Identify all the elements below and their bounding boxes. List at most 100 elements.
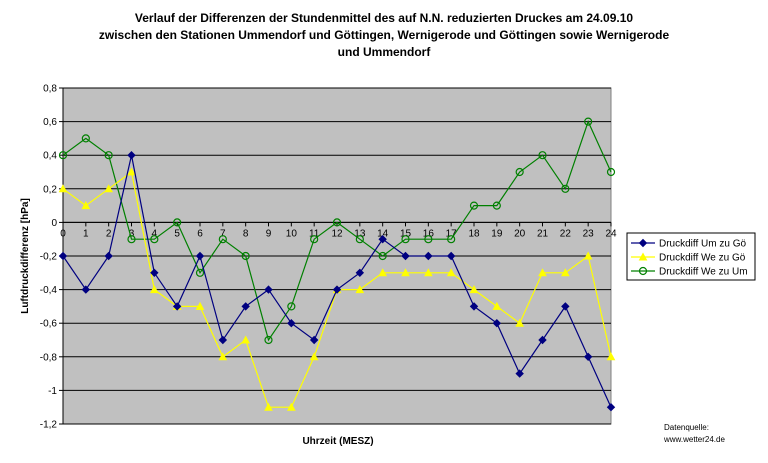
data-point xyxy=(378,234,387,244)
x-tick-label: 5 xyxy=(174,228,180,239)
data-point xyxy=(515,167,524,177)
data-point xyxy=(355,268,365,278)
data-point xyxy=(401,251,410,261)
series-group xyxy=(58,117,616,412)
y-tick-label: -0,6 xyxy=(40,319,58,330)
x-tick-label: 14 xyxy=(377,228,389,239)
x-tick-label: 9 xyxy=(266,228,272,239)
data-point xyxy=(469,302,479,311)
x-tick-label: 19 xyxy=(491,228,503,239)
data-point xyxy=(423,268,433,277)
data-point xyxy=(58,184,68,193)
x-tick-label: 1 xyxy=(83,228,89,239)
data-point xyxy=(538,151,547,160)
data-point xyxy=(561,184,570,193)
legend-marker xyxy=(638,238,648,248)
chart-title: Verlauf der Differenzen der Stundenmitte… xyxy=(99,11,670,59)
data-point xyxy=(515,369,524,378)
data-point xyxy=(401,235,410,244)
data-point xyxy=(264,402,273,411)
x-tick-label: 8 xyxy=(243,228,249,239)
data-point xyxy=(583,251,593,260)
data-point xyxy=(332,285,342,294)
x-tick-label: 16 xyxy=(423,228,435,239)
data-point xyxy=(538,335,547,345)
data-point xyxy=(447,235,456,244)
data-point xyxy=(401,268,410,277)
data-point xyxy=(538,268,547,277)
data-point xyxy=(81,134,90,143)
data-point xyxy=(584,117,593,126)
data-point xyxy=(104,151,113,160)
source-label: Datenquelle: xyxy=(664,423,709,432)
data-point xyxy=(81,201,91,210)
x-tick-label: 13 xyxy=(354,228,366,239)
x-tick-label: 4 xyxy=(152,228,158,239)
data-point xyxy=(561,302,570,311)
data-point xyxy=(127,150,136,160)
data-point xyxy=(241,335,251,344)
data-point xyxy=(492,318,502,328)
data-point xyxy=(606,352,616,361)
data-point xyxy=(172,302,182,311)
data-point xyxy=(469,285,479,294)
data-point xyxy=(310,235,319,244)
y-axis-ticks: 0,8 0,6 0,4 0,2 0 -0,2 -0,4 -0,6 -0,8 -1 -1,2 xyxy=(40,84,64,431)
data-point xyxy=(286,402,296,411)
x-tick-label: 15 xyxy=(400,228,412,239)
data-point xyxy=(309,352,319,361)
data-point xyxy=(424,235,433,244)
data-point xyxy=(378,268,388,277)
data-point xyxy=(583,352,593,362)
x-tick-label: 10 xyxy=(286,228,298,239)
series-2 xyxy=(58,167,616,411)
data-point xyxy=(150,235,159,244)
legend-label: Druckdiff We zu Um xyxy=(659,267,748,278)
x-axis-ticks: 0 1 2 3 4 5 6 7 8 9 10 11 12 13 14 15 16 17 18 19 20 21 22 23 24 xyxy=(60,221,617,239)
chart-title-line-2: zwischen den Stationen Ummendorf und Göt… xyxy=(99,28,670,42)
data-point xyxy=(149,285,159,294)
data-point xyxy=(446,251,456,261)
data-point xyxy=(606,167,616,177)
data-point xyxy=(195,251,205,261)
chart-title-line-3: und Ummendorf xyxy=(338,45,432,59)
legend-label: Druckdiff Um zu Gö xyxy=(659,239,746,250)
x-tick-label: 6 xyxy=(197,228,203,239)
legend-marker xyxy=(638,252,648,261)
data-point xyxy=(492,201,501,210)
y-tick-label: -1 xyxy=(48,386,57,397)
x-tick-label: 23 xyxy=(583,228,595,239)
x-axis-title: Uhrzeit (MESZ) xyxy=(302,436,373,447)
data-point xyxy=(378,251,387,261)
gridlines xyxy=(63,87,611,425)
data-point xyxy=(150,268,159,278)
data-point xyxy=(104,184,114,193)
legend-item: Druckdiff Um zu Gö xyxy=(631,239,746,250)
x-tick-label: 2 xyxy=(106,228,112,239)
series-1 xyxy=(58,150,616,412)
legend-item: Druckdiff We zu Um xyxy=(631,267,748,278)
series-line xyxy=(62,119,612,342)
data-point xyxy=(127,235,136,244)
x-tick-label: 3 xyxy=(129,228,135,239)
data-point xyxy=(58,151,68,160)
data-point xyxy=(355,235,364,244)
y-tick-label: 0,2 xyxy=(43,184,57,195)
x-tick-label: 20 xyxy=(514,228,526,239)
data-point xyxy=(309,335,319,345)
x-tick-label: 17 xyxy=(446,228,458,239)
data-point xyxy=(469,201,479,210)
data-point xyxy=(241,302,250,311)
data-point xyxy=(104,251,113,261)
data-point xyxy=(264,335,273,345)
data-point xyxy=(264,285,273,294)
y-tick-label: 0,8 xyxy=(43,84,57,95)
source-url: www.wetter24.de xyxy=(663,435,725,444)
data-point xyxy=(81,285,91,294)
x-tick-label: 11 xyxy=(309,228,320,239)
y-tick-label: -0,4 xyxy=(40,285,58,296)
data-point xyxy=(424,251,433,261)
y-tick-label: 0,6 xyxy=(43,117,57,128)
data-point xyxy=(127,167,136,176)
